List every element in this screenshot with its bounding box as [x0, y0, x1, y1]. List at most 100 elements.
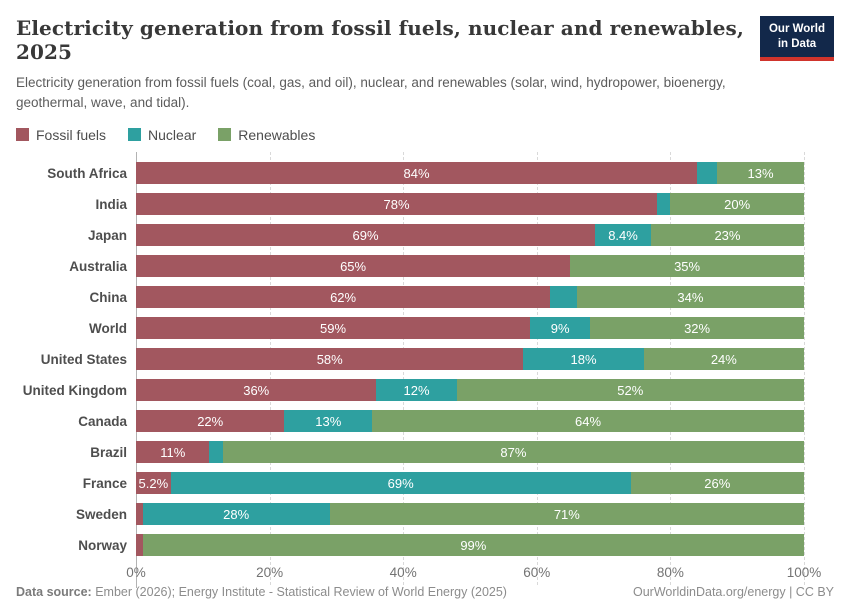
bar-segment-fossil: 22% [136, 410, 285, 432]
chart-row: Canada 22% 13% 64% [16, 406, 804, 437]
bar-segment-renewables: 87% [222, 441, 804, 463]
value-label: 78% [383, 196, 410, 212]
value-label: 69% [352, 227, 379, 243]
bar-segment-nuclear: 8.4% [595, 224, 651, 246]
chart-row: India 78% 20% [16, 189, 804, 220]
bar-segment-fossil: 11% [136, 441, 210, 463]
bar-segment-renewables: 20% [670, 193, 804, 215]
value-label: 35% [674, 258, 701, 274]
bar-segment-fossil: 36% [136, 379, 377, 401]
chart-row: World 59% 9% 32% [16, 313, 804, 344]
bar-segment-fossil [136, 503, 143, 525]
x-axis: 0% 20% 40% 60% 80% 100% [126, 564, 821, 585]
value-label: 28% [223, 506, 250, 522]
x-tick-label-80: 80% [656, 564, 684, 580]
value-label: 58% [316, 351, 343, 367]
bar-track: 58% 18% 24% [136, 348, 804, 370]
fossil-swatch [16, 128, 29, 141]
bar-track: 65% 35% [136, 255, 804, 277]
bar-segment-renewables: 52% [456, 379, 804, 401]
renewables-swatch [218, 128, 232, 141]
bar-segment-renewables: 24% [643, 348, 804, 370]
value-label: 87% [500, 444, 527, 460]
value-label: 11% [160, 444, 186, 460]
bar-segment-renewables: 26% [630, 472, 804, 494]
bar-segment-nuclear: 13% [284, 410, 373, 432]
gridline-100 [804, 151, 805, 585]
bar-segment-fossil: 5.2% [136, 472, 171, 494]
value-label: 9% [550, 320, 570, 336]
value-label: 20% [724, 196, 751, 212]
chart-row: Brazil 11% 87% [16, 437, 804, 468]
stacked-bar-chart: South Africa 84% 13% India 78% 20% Japan 69% 8.4… [16, 151, 834, 588]
value-label: 34% [677, 289, 704, 305]
bar-segment-renewables: 71% [329, 503, 804, 525]
bar-segment-fossil: 69% [136, 224, 596, 246]
bar-track: 99% [136, 534, 804, 556]
value-label: 64% [575, 413, 602, 429]
row-label: Japan [87, 227, 127, 243]
owid-url-license[interactable]: OurWorldinData.org/energy | CC BY [632, 584, 834, 599]
title-block: Electricity generation from fossil fuels… [16, 14, 748, 114]
value-label: 36% [243, 382, 270, 398]
bar-segment-nuclear [657, 193, 671, 215]
chart-row: Norway 99% [16, 530, 804, 561]
legend-label-renewables: Renewables [238, 126, 316, 143]
value-label: 84% [403, 165, 430, 181]
bar-segment-renewables: 64% [372, 410, 804, 432]
bar-track: 28% 71% [136, 503, 804, 525]
x-tick-label-40: 40% [389, 564, 417, 580]
value-label: 69% [387, 475, 414, 491]
value-label: 32% [684, 320, 711, 336]
chart-row: South Africa 84% 13% [16, 158, 804, 189]
bar-track: 78% 20% [136, 193, 804, 215]
bar-segment-renewables: 35% [570, 255, 804, 277]
value-label: 23% [714, 227, 741, 243]
owid-logo[interactable]: Our World in Data [760, 16, 834, 61]
row-label: South Africa [47, 165, 127, 181]
bar-track: 62% 34% [136, 286, 804, 308]
row-label: Canada [78, 413, 127, 429]
row-label: France [82, 475, 127, 491]
value-label: 13% [747, 165, 774, 181]
bar-segment-renewables: 13% [717, 162, 804, 184]
value-label: 65% [340, 258, 367, 274]
value-label: 24% [710, 351, 737, 367]
legend-label-fossil: Fossil fuels [36, 126, 107, 143]
bar-segment-fossil [136, 534, 143, 556]
chart-row: China 62% 34% [16, 282, 804, 313]
bar-segment-nuclear: 69% [170, 472, 631, 494]
bar-segment-nuclear: 12% [376, 379, 457, 401]
row-label: United Kingdom [22, 382, 127, 398]
value-label: 12% [403, 382, 430, 398]
bar-track: 36% 12% 52% [136, 379, 804, 401]
row-label: United States [40, 351, 127, 367]
chart-row: United States 58% 18% 24% [16, 344, 804, 375]
data-source: Data source: Ember (2026); Energy Instit… [16, 585, 507, 599]
bar-segment-nuclear: 18% [523, 348, 644, 370]
bar-track: 22% 13% 64% [136, 410, 804, 432]
row-label: World [89, 320, 127, 336]
chart-row: Sweden 28% 71% [16, 499, 804, 530]
bar-segment-fossil: 84% [136, 162, 698, 184]
bar-segment-nuclear [697, 162, 718, 184]
bar-segment-nuclear: 28% [142, 503, 330, 525]
bar-track: 84% 13% [136, 162, 804, 184]
data-source-label: Data source: [16, 584, 92, 599]
chart-footer: Data source: Ember (2026); Energy Instit… [16, 585, 834, 599]
value-label: 62% [330, 289, 357, 305]
legend-label-nuclear: Nuclear [148, 126, 197, 143]
legend-item-nuclear: Nuclear [128, 127, 196, 143]
value-label: 22% [197, 413, 224, 429]
bar-segment-renewables: 23% [650, 224, 804, 246]
x-tick-label-0: 0% [126, 564, 146, 580]
owid-logo-line1: Our World [768, 23, 825, 35]
value-label: 18% [570, 351, 597, 367]
x-tick-label-60: 60% [523, 564, 551, 580]
bar-track: 11% 87% [136, 441, 804, 463]
x-tick-label-100: 100% [786, 564, 822, 580]
bar-segment-nuclear [209, 441, 223, 463]
legend: Fossil fuels Nuclear Renewables [16, 127, 834, 143]
bar-track: 59% 9% 32% [136, 317, 804, 339]
